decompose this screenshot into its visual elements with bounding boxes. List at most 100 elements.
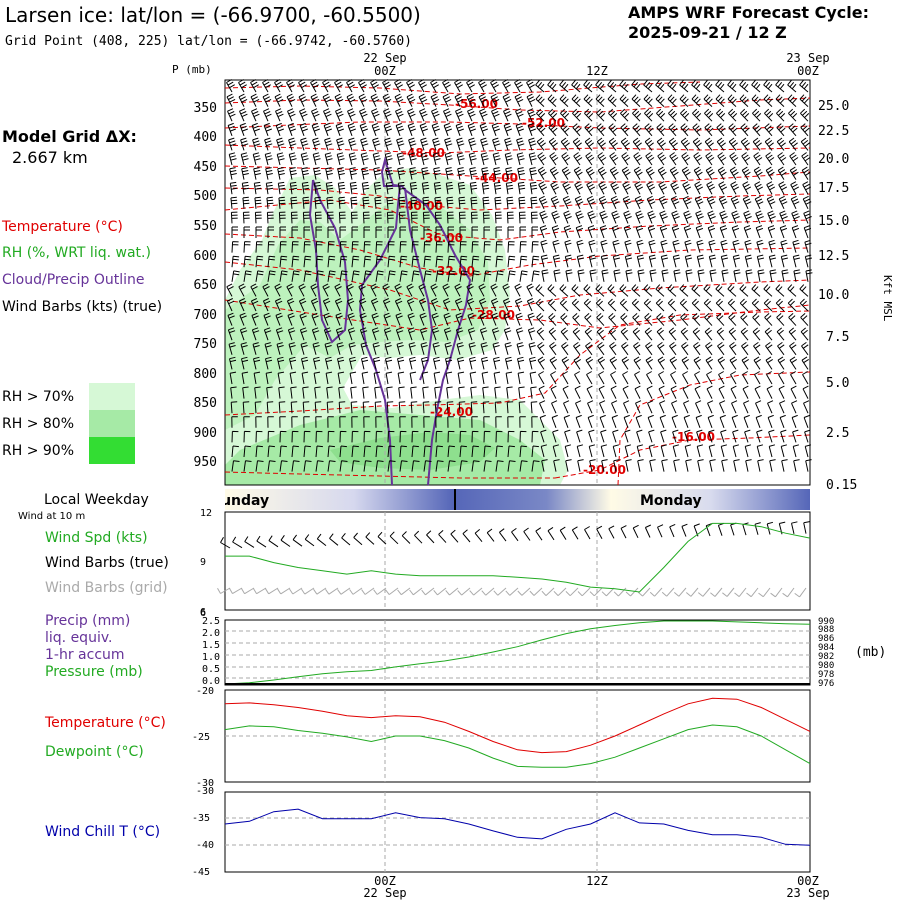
wind-barb xyxy=(418,283,426,297)
wind-barb xyxy=(251,312,259,326)
wind-barb xyxy=(550,385,557,399)
wind-barb xyxy=(541,459,548,472)
wind-barb xyxy=(435,255,444,268)
wind-barb xyxy=(406,93,416,107)
wind-barb-true xyxy=(486,528,495,542)
wind-barb xyxy=(455,108,464,122)
wind-barb xyxy=(287,108,296,122)
wind-barb xyxy=(287,122,296,136)
wind-barb xyxy=(535,79,545,93)
wind-chill-panel-frame xyxy=(224,791,811,873)
wind-barb xyxy=(764,137,774,151)
wind-barb xyxy=(646,195,656,210)
wind-barb xyxy=(739,94,749,107)
wind-barb xyxy=(756,254,765,268)
wind-barb xyxy=(347,108,356,122)
wind-barb xyxy=(363,226,370,238)
wind-barb xyxy=(531,226,538,238)
wind-barb xyxy=(300,137,309,151)
wind-barb xyxy=(585,166,595,180)
wind-barb xyxy=(745,269,753,282)
wind-barb xyxy=(561,152,571,166)
wind-barb xyxy=(681,356,689,370)
wind-barb xyxy=(383,327,392,341)
wind-barb xyxy=(693,341,701,356)
wind-barb xyxy=(693,166,703,180)
wind-barb xyxy=(262,93,272,107)
wind-barb-grid xyxy=(782,587,795,598)
wind-barb xyxy=(680,327,689,341)
wind-barb xyxy=(360,342,368,355)
wind-barb xyxy=(620,123,630,137)
wind-barb xyxy=(550,371,557,385)
wind-barb-grid xyxy=(565,587,579,597)
wind-barb xyxy=(553,459,560,472)
wind-barb xyxy=(721,459,728,472)
wind-barb xyxy=(529,181,538,195)
kft-tick: 17.5 xyxy=(818,181,849,196)
wind-barb xyxy=(303,416,310,428)
wind-barb xyxy=(291,416,298,428)
wind-barb xyxy=(351,255,360,268)
isotherm-label-20: -20.00 xyxy=(583,463,626,477)
wind-barb xyxy=(339,445,347,458)
wind-barb xyxy=(779,414,786,428)
wind-barb xyxy=(266,386,273,399)
wind-barb xyxy=(411,270,420,282)
wind-barb xyxy=(432,342,440,355)
wind-barb xyxy=(720,429,727,443)
wind-barb xyxy=(431,108,440,122)
wind-barb xyxy=(585,341,593,356)
wind-barb xyxy=(803,210,812,224)
wind-barb xyxy=(620,137,630,151)
wind-barb xyxy=(266,196,274,209)
wind-barb xyxy=(684,254,693,268)
kft-tick: 5.0 xyxy=(826,376,849,391)
wind-barb xyxy=(399,255,408,268)
wind-barb xyxy=(778,371,785,385)
wind-barb xyxy=(346,79,355,93)
wind-barb xyxy=(577,459,584,472)
wind-barb xyxy=(302,401,310,414)
wind-barb xyxy=(483,445,491,458)
wind-barb xyxy=(706,195,716,210)
wind-barb xyxy=(647,414,654,428)
wind-barb xyxy=(262,298,271,312)
isotherm-path xyxy=(224,199,811,241)
wind-barb xyxy=(327,270,336,282)
wind-barb xyxy=(433,356,441,370)
wind-barb xyxy=(254,401,262,414)
wind-barb xyxy=(423,270,432,282)
wind-barb xyxy=(515,122,524,136)
wind-barb xyxy=(504,342,512,355)
wind-barb xyxy=(704,123,714,137)
wind-barb xyxy=(657,152,667,166)
wind-barb xyxy=(384,152,393,166)
wind-barb xyxy=(732,254,741,268)
wind-barb xyxy=(277,167,285,180)
wind-barb xyxy=(359,312,367,326)
legend-rh: RH (%, WRT liq. wat.) xyxy=(2,245,151,261)
wind-barb xyxy=(291,255,300,268)
wind-barb-grid xyxy=(625,587,639,597)
wind-barb-true xyxy=(304,534,315,547)
wind-barb xyxy=(612,239,620,253)
wind-barb xyxy=(549,341,557,356)
wind-barb xyxy=(325,167,333,180)
wind-barb xyxy=(733,459,740,472)
wind-barb xyxy=(314,196,322,209)
wind-barb xyxy=(323,122,332,136)
wind-barb xyxy=(565,269,573,282)
wind-barb xyxy=(447,430,455,443)
wind-barb xyxy=(670,385,677,399)
wind-barb xyxy=(327,416,334,428)
wind-barb xyxy=(776,108,786,122)
wind-barb xyxy=(227,327,236,341)
wind-barb xyxy=(446,196,454,209)
wind-barb xyxy=(337,181,346,195)
wind-barb xyxy=(684,239,692,253)
wind-barb xyxy=(375,445,383,458)
wind-barb xyxy=(804,254,813,268)
wind-barb xyxy=(514,298,523,312)
wind-barb xyxy=(335,108,344,122)
